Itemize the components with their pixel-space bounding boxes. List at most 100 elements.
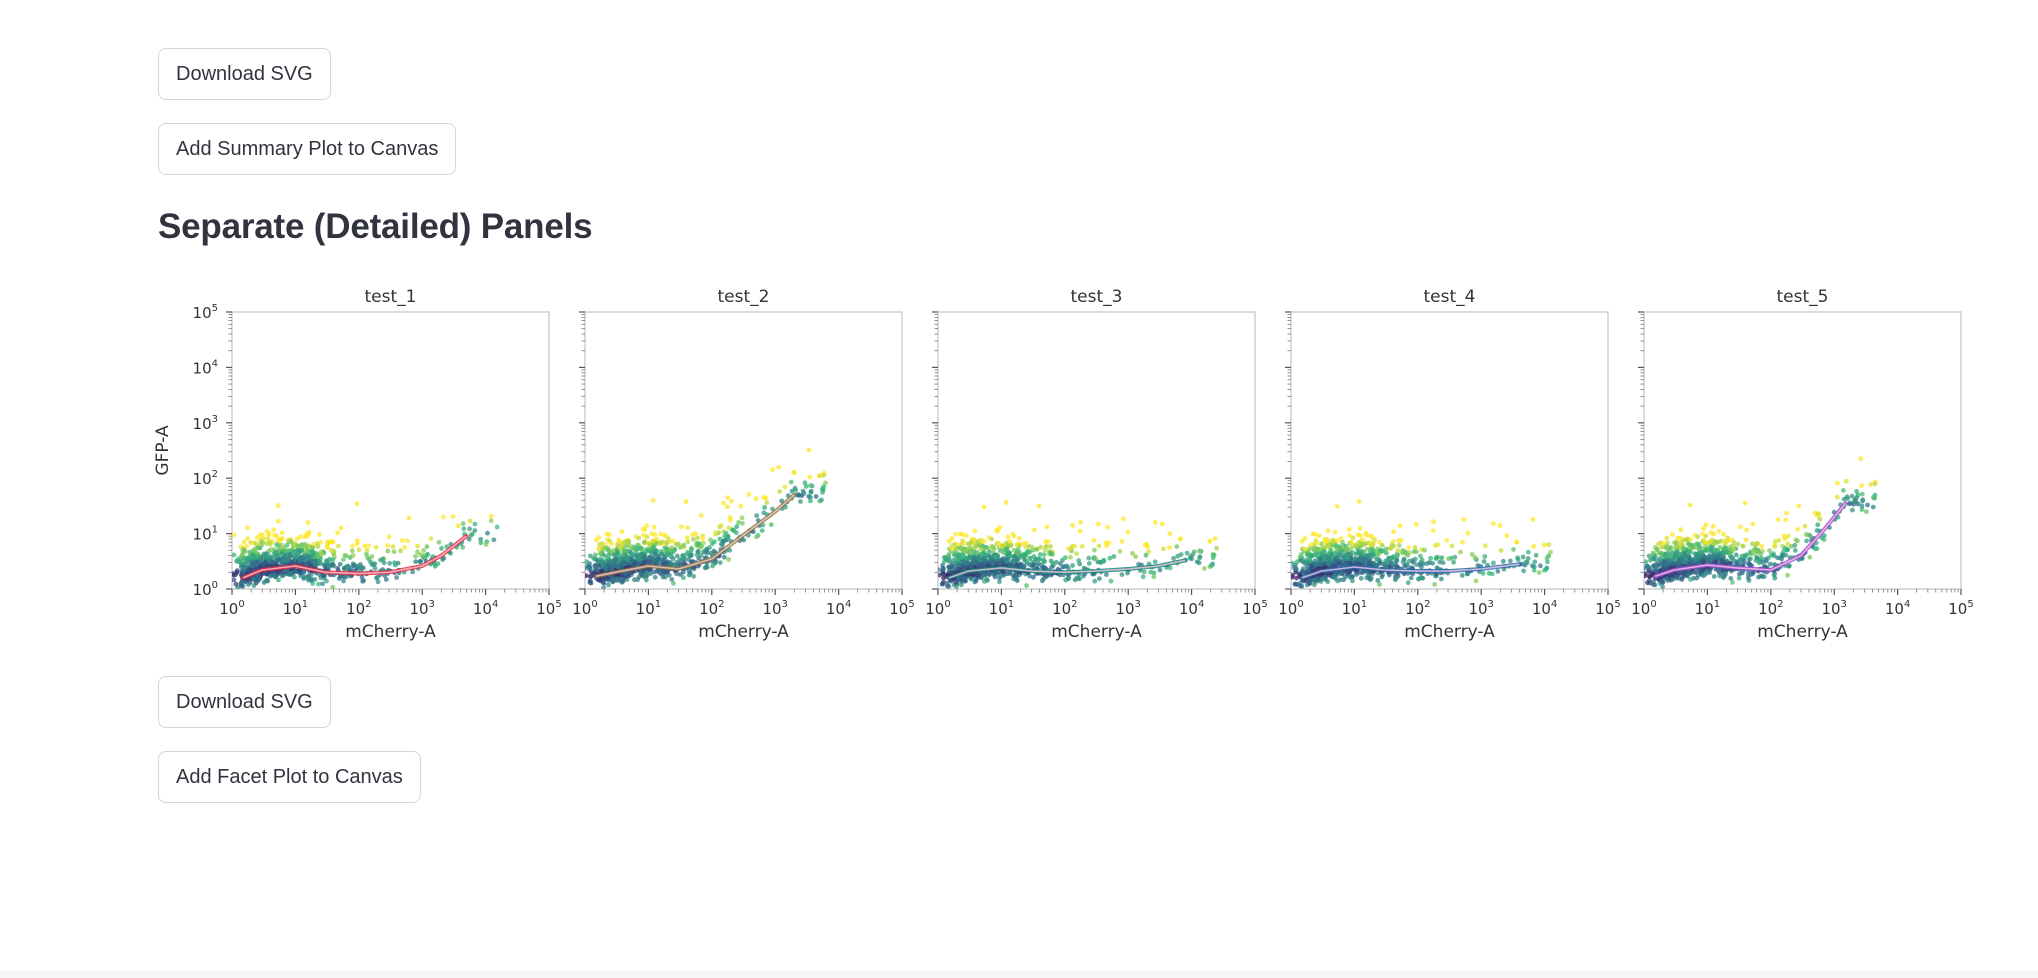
scatter-point xyxy=(1546,542,1552,547)
scatter-point xyxy=(1005,534,1011,540)
scatter-point xyxy=(1418,553,1423,559)
scatter-point xyxy=(1304,552,1310,558)
scatter-point xyxy=(1299,583,1305,589)
scatter-point xyxy=(1299,569,1305,574)
scatter-point xyxy=(1419,557,1425,563)
scatter-point xyxy=(982,572,987,578)
scatter-point xyxy=(1498,548,1504,553)
panel-title: test_2 xyxy=(718,287,770,307)
scatter-point xyxy=(1481,559,1487,564)
scatter-point xyxy=(995,528,1000,534)
scatter-point xyxy=(1396,543,1402,548)
scatter-point xyxy=(386,534,392,540)
scatter-point xyxy=(1078,519,1083,525)
scatter-point xyxy=(1743,537,1749,543)
scatter-point xyxy=(722,534,727,539)
scatter-point xyxy=(1686,554,1692,559)
scatter-point xyxy=(1490,521,1496,527)
scatter-point xyxy=(647,549,653,555)
scatter-point xyxy=(1125,529,1131,535)
scatter-point xyxy=(467,518,473,524)
scatter-point xyxy=(1814,546,1820,552)
scatter-point xyxy=(808,483,814,488)
scatter-point xyxy=(279,530,285,536)
scatter-point xyxy=(972,528,978,534)
scatter-point xyxy=(803,484,809,489)
scatter-point xyxy=(1151,574,1157,580)
scatter-point xyxy=(330,557,336,563)
scatter-point xyxy=(626,539,632,544)
scatter-point xyxy=(1178,536,1183,542)
scatter-point xyxy=(1731,547,1736,553)
scatter-point xyxy=(674,553,680,559)
scatter-point xyxy=(1357,551,1363,557)
scatter-point xyxy=(1719,538,1724,544)
scatter-point xyxy=(1807,554,1813,560)
scatter-point xyxy=(232,552,237,558)
scatter-point xyxy=(605,562,611,567)
scatter-point xyxy=(1340,554,1346,560)
y-axis-label: GFP-A xyxy=(153,425,173,476)
scatter-point xyxy=(1037,552,1043,557)
scatter-point xyxy=(1660,579,1666,585)
download-svg-button[interactable]: Download SVG xyxy=(158,48,331,100)
scatter-point xyxy=(712,539,717,545)
x-tick-label: 101 xyxy=(636,599,661,618)
scatter-point xyxy=(1395,548,1401,553)
scatter-point xyxy=(316,581,321,587)
plot-frame xyxy=(231,311,550,590)
scatter-point xyxy=(1646,553,1652,559)
scatter-point xyxy=(1062,555,1068,560)
scatter-point xyxy=(806,447,812,453)
add-summary-plot-button[interactable]: Add Summary Plot to Canvas xyxy=(158,123,457,175)
x-tick-label: 102 xyxy=(1405,599,1430,618)
scatter-point xyxy=(1092,547,1097,553)
scatter-point xyxy=(1520,554,1526,560)
scatter-point xyxy=(1350,574,1355,580)
scatter-point xyxy=(275,518,281,524)
scatter-point xyxy=(729,498,734,504)
scatter-point xyxy=(974,550,980,555)
scatter-point xyxy=(1730,580,1735,585)
scatter-point xyxy=(992,554,998,560)
scatter-point xyxy=(1338,577,1343,583)
scatter-point xyxy=(806,494,812,499)
scatter-point xyxy=(981,504,987,510)
scatter-point xyxy=(1853,499,1859,505)
scatter-point xyxy=(1031,574,1036,580)
scatter-point xyxy=(1815,522,1821,528)
scatter-point xyxy=(1374,562,1380,568)
scatter-point xyxy=(415,549,420,555)
scatter-point xyxy=(245,582,251,587)
scatter-point xyxy=(253,541,258,546)
scatter-point xyxy=(257,564,263,570)
scatter-point xyxy=(1421,561,1426,567)
trend-line-highlight xyxy=(596,494,795,577)
scatter-point xyxy=(1772,575,1778,581)
scatter-point xyxy=(1659,544,1665,550)
scatter-point xyxy=(341,557,346,562)
scatter-point xyxy=(415,543,420,549)
scatter-point xyxy=(1432,543,1438,549)
scatter-point xyxy=(998,573,1003,579)
scatter-point xyxy=(336,543,341,549)
scatter-point xyxy=(1792,548,1798,553)
scatter-point xyxy=(1703,522,1709,528)
trend-line-highlight xyxy=(1301,563,1520,579)
scatter-point xyxy=(1308,577,1313,583)
scatter-point xyxy=(588,574,594,579)
scatter-point xyxy=(666,572,672,578)
x-tick-label: 105 xyxy=(536,599,561,618)
scatter-point xyxy=(472,521,478,527)
scatter-point xyxy=(686,569,692,574)
scatter-point xyxy=(1696,542,1702,547)
scatter-point xyxy=(1680,541,1685,547)
scatter-point xyxy=(1301,578,1307,584)
scatter-point xyxy=(754,513,760,518)
scatter-point xyxy=(1363,558,1369,564)
scatter-point xyxy=(330,584,336,589)
scatter-point xyxy=(597,550,603,556)
scatter-point xyxy=(1682,573,1688,578)
panel-title: test_5 xyxy=(1777,287,1829,307)
